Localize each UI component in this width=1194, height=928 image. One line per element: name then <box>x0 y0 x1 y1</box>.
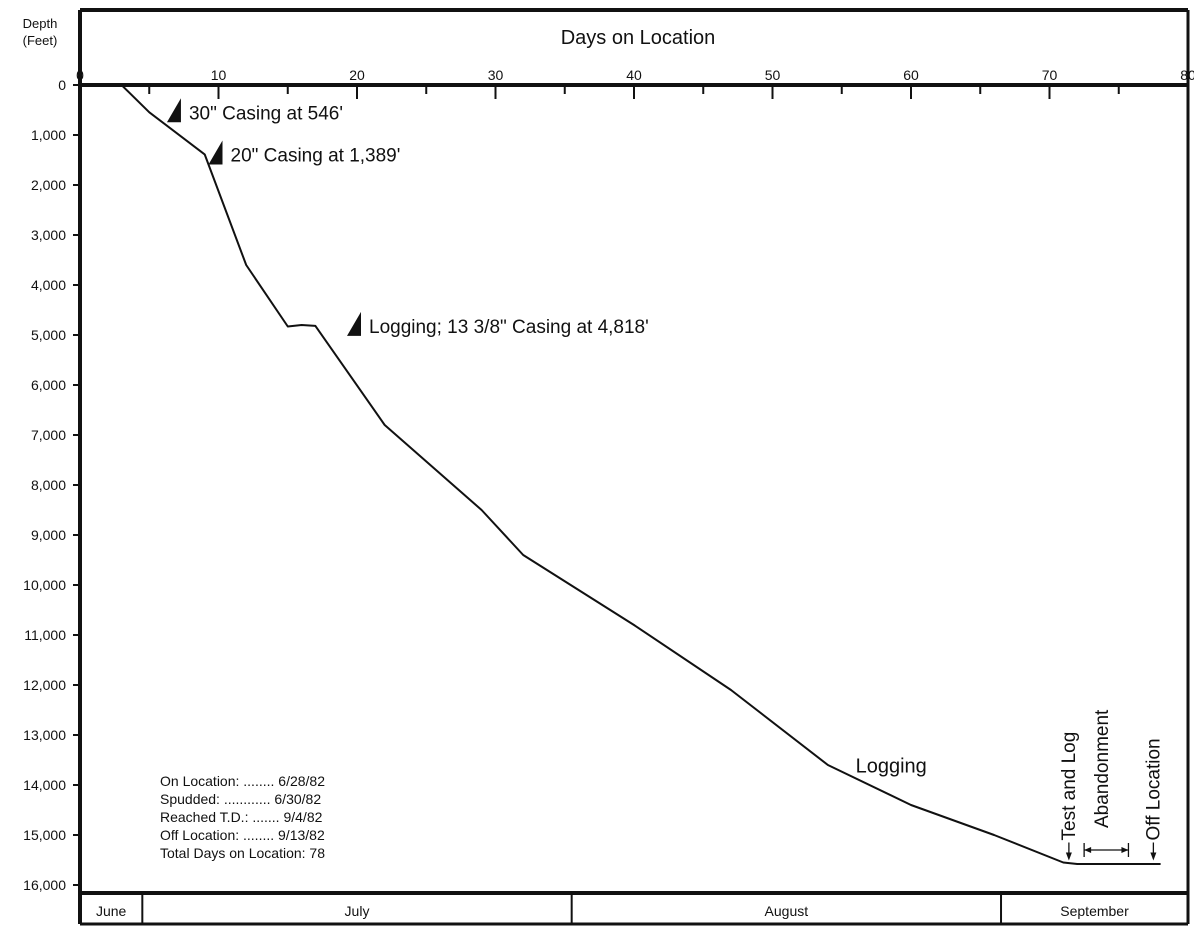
y-tick-label: 10,000 <box>23 577 66 593</box>
x-tick-label: 50 <box>765 67 781 83</box>
x-tick-label: 60 <box>903 67 919 83</box>
depth-point <box>301 324 303 326</box>
depth-point <box>1076 863 1078 865</box>
summary-info-box: On Location: ........ 6/28/82 Spudded: ..… <box>160 773 325 861</box>
depth-point <box>993 834 995 836</box>
axis-titles: Depth (Feet) Days on Location <box>23 16 716 49</box>
y-tick-label: 5,000 <box>31 327 66 343</box>
casing-marker-triangle <box>347 311 361 336</box>
y-tick-label: 2,000 <box>31 177 66 193</box>
month-label: September <box>1060 903 1129 919</box>
x-tick-label: 40 <box>626 67 642 83</box>
info-box-line: Spudded: ............ 6/30/82 <box>160 791 321 807</box>
y-tick-label: 16,000 <box>23 877 66 893</box>
depth-point <box>633 624 635 626</box>
depth-point <box>481 509 483 511</box>
y-tick-label: 1,000 <box>31 127 66 143</box>
x-tick-label: 20 <box>349 67 365 83</box>
y-tick-label: 8,000 <box>31 477 66 493</box>
event-annotation-label: Test and Log <box>1059 732 1080 841</box>
event-arrow-head <box>1065 852 1072 861</box>
info-box-line: Reached T.D.: ....... 9/4/82 <box>160 809 323 825</box>
x-tick-label: 80 <box>1180 67 1194 83</box>
depth-point <box>730 689 732 691</box>
y-tick-label: 15,000 <box>23 827 66 843</box>
month-band: June July August September <box>96 893 1129 924</box>
x-tick-label: 30 <box>488 67 504 83</box>
depth-point <box>1062 861 1064 864</box>
month-label: August <box>765 903 809 919</box>
y-axis-label-depth: Depth <box>23 16 58 31</box>
x-tick-label: 10 <box>211 67 227 83</box>
casing-marker-triangle <box>166 98 181 123</box>
casing-annotation-label: Logging; 13 3/8" Casing at 4,818' <box>369 317 649 338</box>
casing-marker-triangle <box>208 140 223 165</box>
depth-point <box>148 111 150 113</box>
series-layer <box>120 84 1161 865</box>
depth-point <box>204 153 206 156</box>
annotations-layer: 30" Casing at 546' 20" Casing at 1,389' Lo… <box>166 98 1164 861</box>
depth-point <box>245 264 247 266</box>
event-arrow-head <box>1150 852 1157 861</box>
casing-annotation-label: 20" Casing at 1,389' <box>231 145 401 166</box>
depth-point <box>384 424 386 426</box>
range-arrow-left <box>1084 847 1092 853</box>
casing-annotation-label: 30" Casing at 546' <box>189 103 343 124</box>
y-tick-label: 11,000 <box>24 627 66 643</box>
depth-point <box>1159 863 1161 865</box>
depth-point <box>827 764 829 766</box>
month-label: June <box>96 903 127 919</box>
month-label: July <box>345 903 370 919</box>
info-box-line: Off Location: ........ 9/13/82 <box>160 827 325 843</box>
event-annotation-label: Off Location <box>1143 738 1164 840</box>
x-axis-ticks: 0 10 20 30 40 50 60 70 80 <box>76 67 1194 99</box>
y-tick-label: 12,000 <box>23 677 66 693</box>
info-box-line: Total Days on Location: 78 <box>160 845 325 861</box>
logging-annotation-label: Logging <box>856 756 927 778</box>
y-axis-label-feet: (Feet) <box>23 33 58 48</box>
y-tick-label: 3,000 <box>31 227 66 243</box>
range-arrow-right <box>1121 847 1129 853</box>
x-tick-label: 0 <box>76 67 84 83</box>
y-tick-label: 4,000 <box>31 277 66 293</box>
event-annotation-label: Abandonment <box>1092 709 1113 828</box>
chart-frame <box>78 8 1190 926</box>
info-box-line: On Location: ........ 6/28/82 <box>160 773 325 789</box>
y-tick-label: 9,000 <box>31 527 66 543</box>
depth-point <box>314 325 317 327</box>
y-tick-label: 7,000 <box>31 427 66 443</box>
x-tick-label: 70 <box>1042 67 1058 83</box>
depth-series-line <box>120 84 1161 865</box>
y-tick-label: 6,000 <box>31 377 66 393</box>
y-tick-label: 0 <box>58 77 66 93</box>
depth-point <box>522 554 524 556</box>
y-tick-label: 13,000 <box>23 727 66 743</box>
y-tick-label: 14,000 <box>23 777 66 793</box>
depth-point <box>287 325 289 328</box>
x-axis-title: Days on Location <box>561 27 716 49</box>
depth-point <box>910 804 912 806</box>
depth-point <box>120 84 123 86</box>
y-axis-ticks: 0 1,000 2,000 3,000 4,000 5,000 6,000 7,000 8,00… <box>23 77 80 893</box>
